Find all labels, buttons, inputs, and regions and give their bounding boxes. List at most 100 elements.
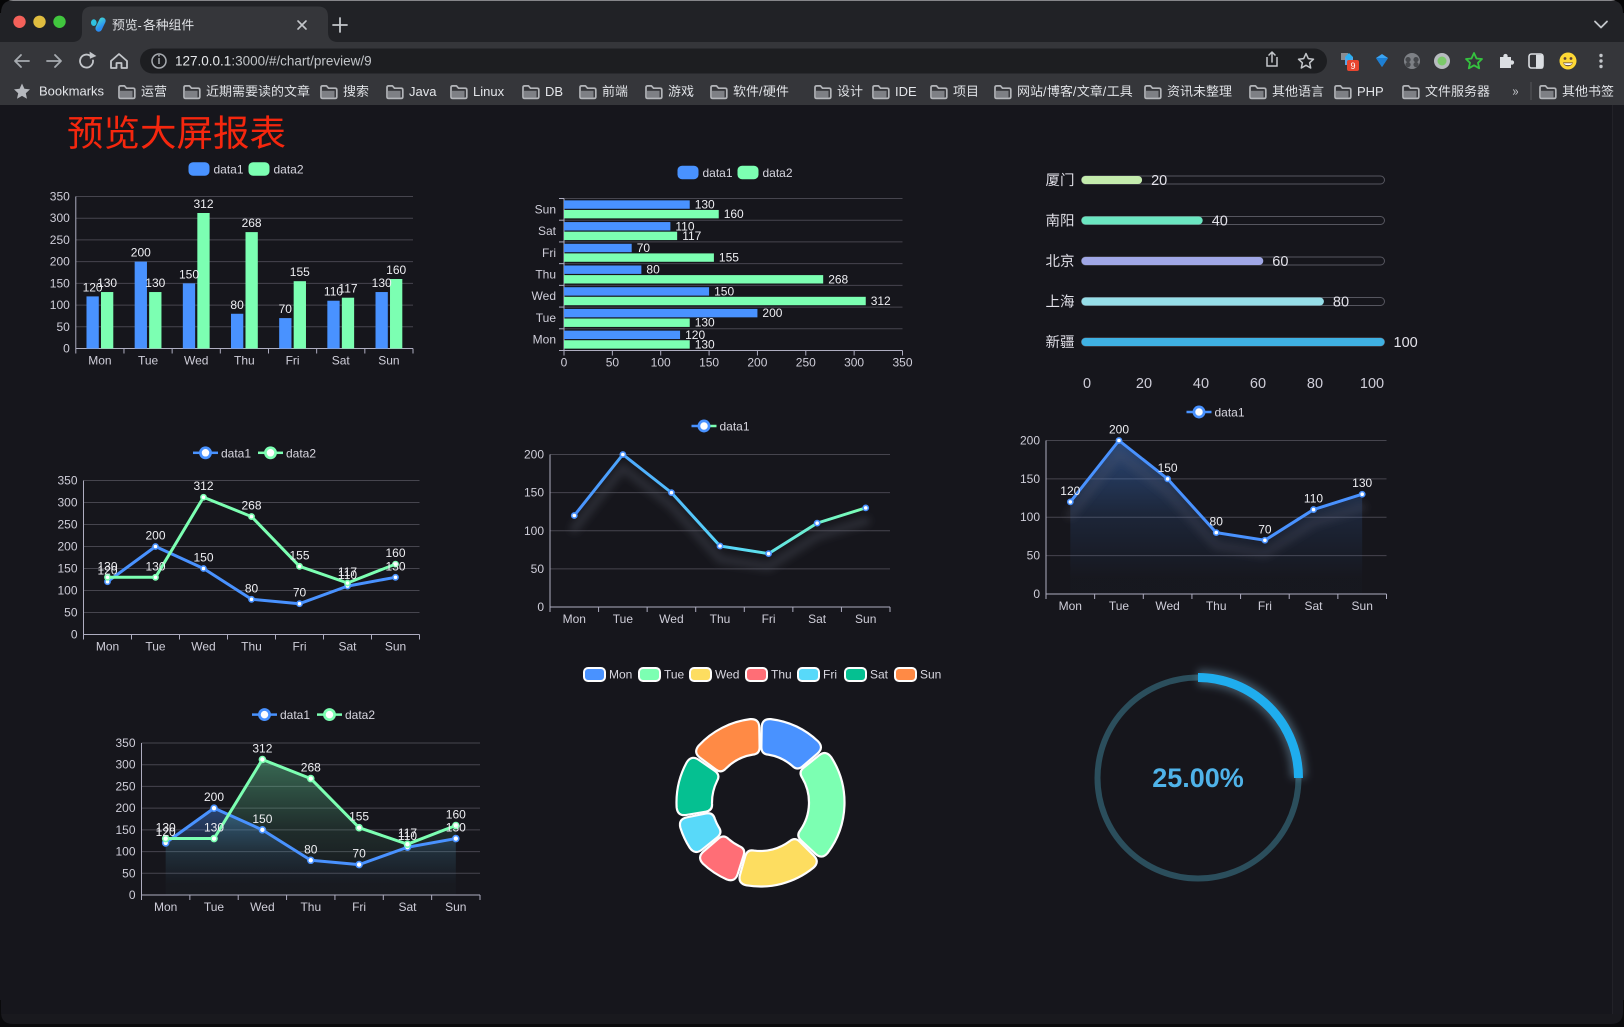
svg-text:Wed: Wed (191, 640, 215, 654)
svg-text:Sun: Sun (385, 640, 406, 654)
svg-text:150: 150 (179, 267, 199, 281)
svg-text:Fri: Fri (286, 354, 300, 368)
svg-text:350: 350 (57, 474, 77, 488)
svg-text:80: 80 (245, 581, 259, 595)
svg-text:200: 200 (131, 246, 151, 260)
svg-text:Tue: Tue (613, 612, 634, 626)
svg-text:300: 300 (50, 211, 70, 225)
svg-text:268: 268 (301, 761, 321, 775)
svg-text:110: 110 (1304, 492, 1323, 506)
svg-text:Sun: Sun (855, 612, 876, 626)
svg-text:70: 70 (293, 586, 307, 600)
svg-text:70: 70 (1258, 522, 1272, 536)
svg-text:0: 0 (71, 628, 78, 642)
svg-text:40: 40 (1193, 376, 1209, 392)
svg-text:Thu: Thu (535, 268, 556, 282)
svg-text:268: 268 (242, 216, 262, 230)
svg-text:Sat: Sat (398, 900, 417, 914)
svg-text:IDE: IDE (895, 84, 917, 99)
svg-text:Wed: Wed (250, 900, 274, 914)
svg-text:200: 200 (524, 448, 544, 462)
svg-text:268: 268 (828, 272, 848, 286)
svg-text:120: 120 (97, 564, 117, 578)
svg-text:120: 120 (83, 280, 103, 294)
svg-text:80: 80 (230, 298, 244, 312)
svg-text:155: 155 (349, 810, 369, 824)
svg-text:150: 150 (193, 551, 213, 565)
svg-text:130: 130 (385, 559, 405, 573)
svg-text:250: 250 (50, 233, 70, 247)
svg-text:Sun: Sun (378, 354, 399, 368)
svg-text:350: 350 (50, 190, 70, 204)
svg-text:120: 120 (685, 328, 705, 342)
svg-text:data2: data2 (286, 446, 316, 460)
svg-text:Sat: Sat (338, 640, 357, 654)
svg-text:/: / (1043, 85, 1047, 99)
svg-text:Tue: Tue (138, 354, 159, 368)
svg-text:160: 160 (385, 546, 405, 560)
svg-text:Sun: Sun (445, 900, 466, 914)
svg-text:Fri: Fri (762, 612, 776, 626)
svg-text:150: 150 (1020, 472, 1040, 486)
svg-text:117: 117 (338, 282, 357, 296)
svg-text:130: 130 (695, 337, 715, 351)
svg-text:data2: data2 (274, 163, 304, 177)
svg-text:100: 100 (1360, 376, 1384, 392)
svg-text:100: 100 (115, 845, 135, 859)
svg-text:Mon: Mon (609, 668, 632, 682)
svg-text:Bookmarks: Bookmarks (39, 84, 105, 99)
svg-text:Tue: Tue (204, 900, 225, 914)
svg-text:200: 200 (145, 529, 165, 543)
svg-text:130: 130 (145, 559, 165, 573)
svg-text:200: 200 (762, 306, 782, 320)
svg-text:130: 130 (695, 316, 715, 330)
svg-text:200: 200 (747, 356, 767, 370)
svg-text:80: 80 (1210, 515, 1224, 529)
svg-text:Thu: Thu (300, 900, 321, 914)
svg-text:200: 200 (115, 801, 135, 815)
svg-text:110: 110 (398, 829, 417, 843)
svg-text:50: 50 (531, 562, 545, 576)
svg-text:20: 20 (1151, 173, 1167, 189)
svg-text:155: 155 (719, 251, 739, 265)
svg-text:250: 250 (796, 356, 816, 370)
svg-text:117: 117 (398, 826, 417, 840)
svg-text:70: 70 (279, 302, 293, 316)
svg-text:250: 250 (57, 518, 77, 532)
svg-text:110: 110 (675, 219, 694, 233)
svg-text:160: 160 (386, 263, 406, 277)
svg-text:200: 200 (57, 540, 77, 554)
svg-text:268: 268 (241, 499, 261, 513)
svg-text:Sun: Sun (535, 202, 556, 216)
svg-text:50: 50 (64, 606, 78, 620)
svg-text:300: 300 (115, 758, 135, 772)
svg-text:0: 0 (129, 888, 136, 902)
svg-text:Wed: Wed (1155, 599, 1179, 613)
svg-text:350: 350 (115, 736, 135, 750)
svg-text:350: 350 (892, 356, 912, 370)
svg-text:PHP: PHP (1357, 84, 1384, 99)
svg-text:Tue: Tue (145, 640, 166, 654)
svg-text:Mon: Mon (88, 354, 111, 368)
svg-text:150: 150 (524, 486, 544, 500)
svg-text:25.00%: 25.00% (1152, 763, 1244, 793)
svg-text:0: 0 (1083, 376, 1091, 392)
svg-text:130: 130 (1352, 476, 1372, 490)
svg-text:50: 50 (122, 866, 136, 880)
svg-text:160: 160 (446, 808, 466, 822)
svg-text:312: 312 (252, 742, 272, 756)
svg-text:130: 130 (156, 821, 176, 835)
svg-text:Fri: Fri (542, 246, 556, 260)
svg-text:312: 312 (871, 294, 891, 308)
svg-text:70: 70 (637, 241, 651, 255)
svg-text:100: 100 (57, 584, 77, 598)
svg-text:/: / (1073, 85, 1077, 99)
svg-text:50: 50 (1027, 549, 1041, 563)
svg-text:155: 155 (290, 265, 310, 279)
svg-text:20: 20 (1136, 376, 1152, 392)
svg-text:150: 150 (1158, 461, 1178, 475)
svg-text:data1: data1 (221, 446, 251, 460)
svg-text:Sat: Sat (538, 224, 557, 238)
svg-text:117: 117 (338, 565, 357, 579)
svg-text:data1: data1 (1215, 406, 1245, 420)
